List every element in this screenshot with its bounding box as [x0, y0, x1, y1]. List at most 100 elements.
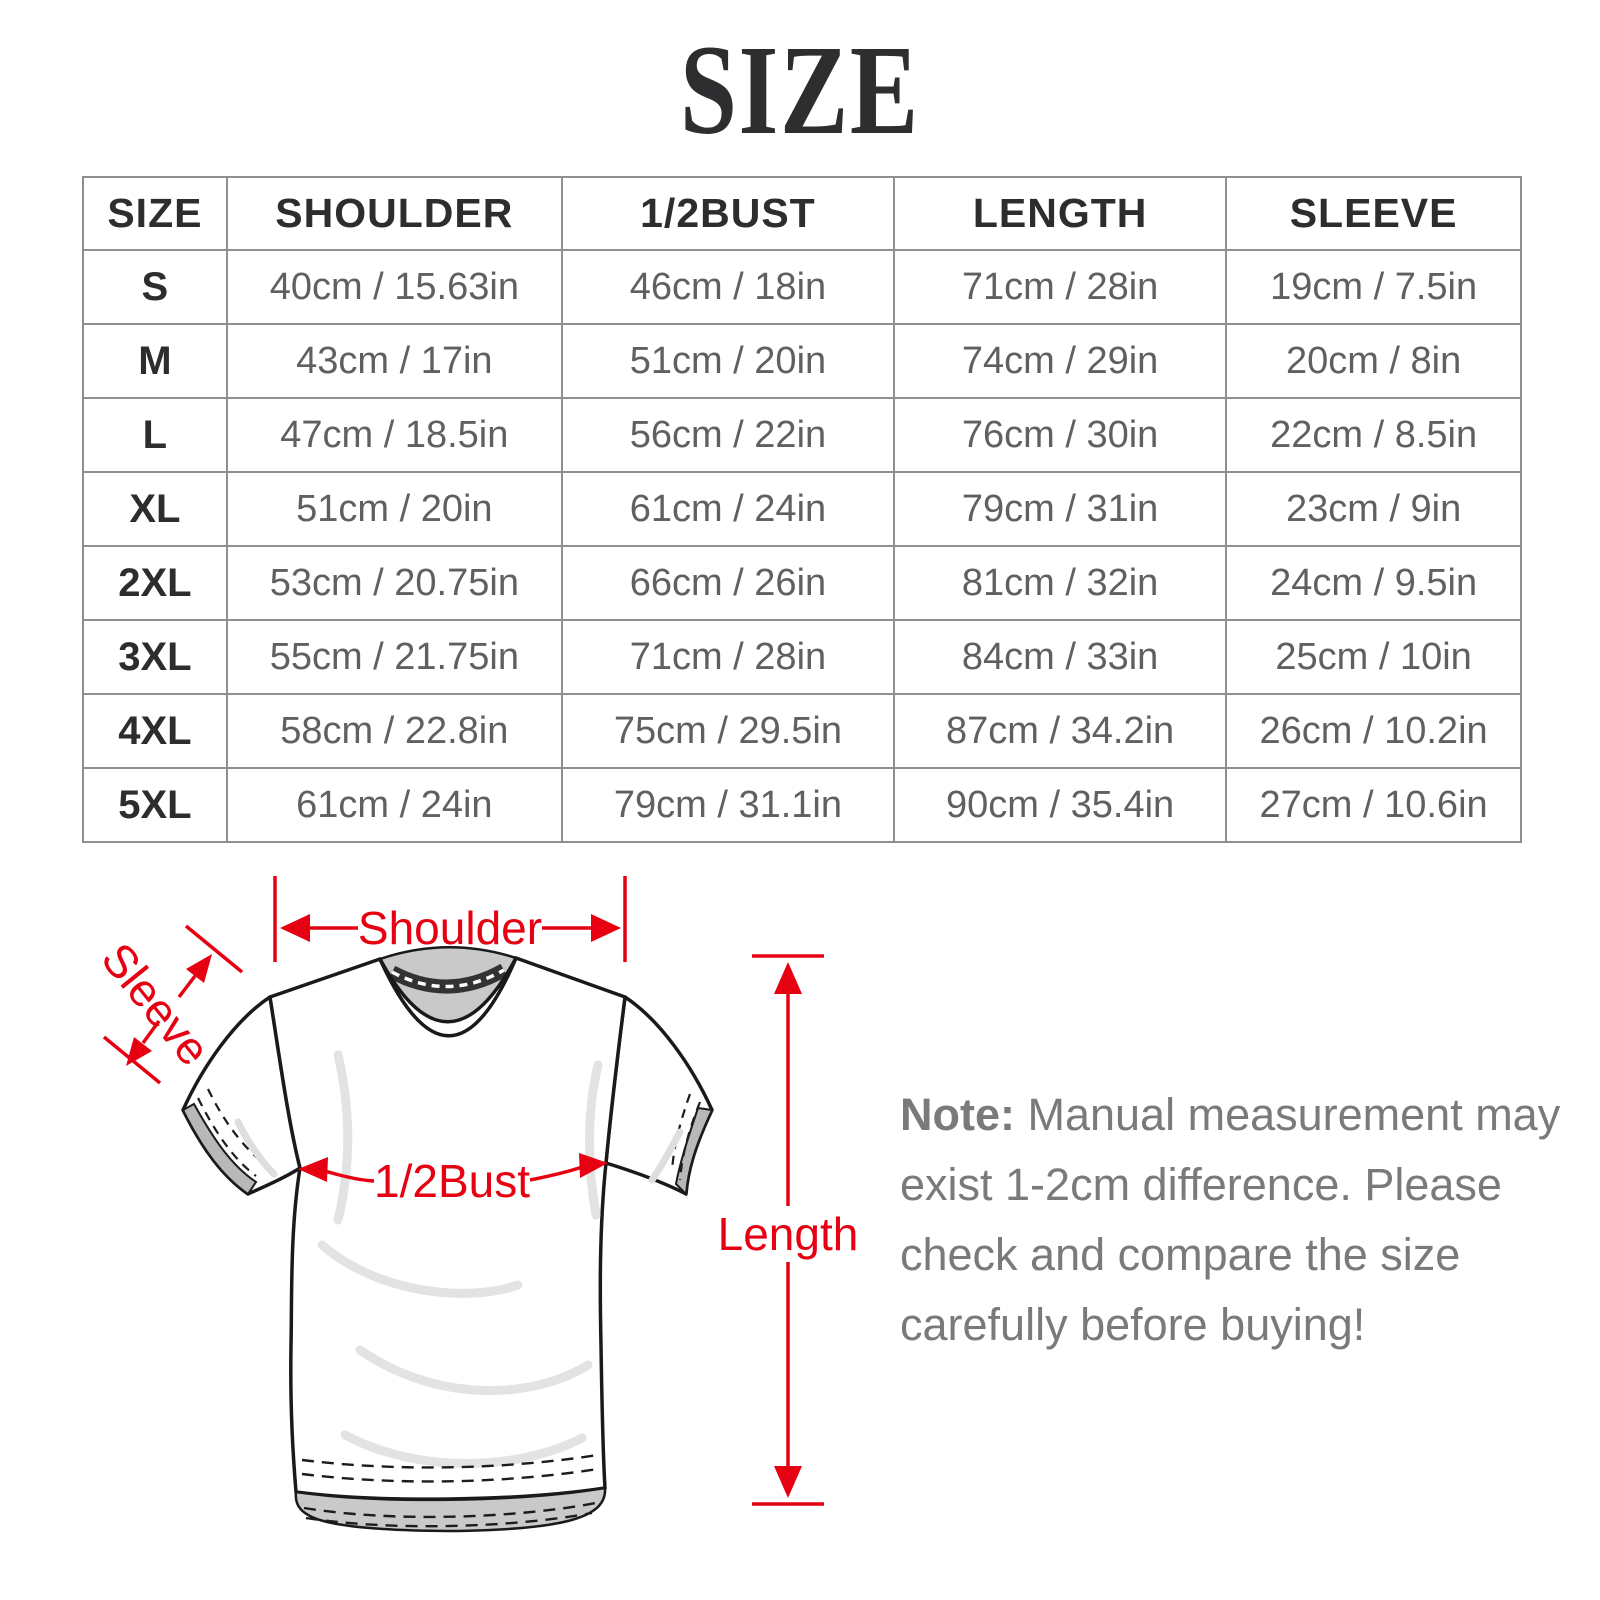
bust-arrow-line: [324, 1169, 375, 1183]
shoulder-value-cell: 51cm / 20in: [225, 471, 563, 547]
shoulder-value-cell: 61cm / 24in: [225, 767, 563, 843]
table-row: XL 51cm / 20in 61cm / 24in 79cm / 31in 2…: [82, 471, 1522, 547]
sleeve-value-cell: 27cm / 10.6in: [1225, 767, 1522, 843]
shoulder-value-cell: 55cm / 21.75in: [225, 619, 563, 695]
shoulder-measure: Shoulder: [273, 876, 627, 962]
bust-value-cell: 56cm / 22in: [560, 397, 896, 473]
tshirt-body: [268, 956, 627, 1501]
right-cuff-stitching: [670, 1093, 692, 1171]
bust-value-cell: 66cm / 26in: [560, 545, 896, 621]
shoulder-measure-label: Shoulder: [358, 902, 542, 954]
length-value-cell: 79cm / 31in: [893, 471, 1228, 547]
bust-arrow-line: [529, 1165, 583, 1182]
sleeve-measure-label: Sleeve: [92, 933, 221, 1075]
length-value-cell: 84cm / 33in: [893, 619, 1228, 695]
bust-value-cell: 75cm / 29.5in: [560, 693, 896, 769]
note-line: carefully before buying!: [900, 1299, 1366, 1350]
sleeve-value-cell: 25cm / 10in: [1225, 619, 1522, 695]
tshirt-measurement-diagram: Shoulder Sleeve 1/2Bust Length: [92, 876, 859, 1533]
sleeve-value-cell: 20cm / 8in: [1225, 323, 1522, 399]
shoulder-arrowhead-right: [591, 914, 621, 942]
table-row: 2XL 53cm / 20.75in 66cm / 26in 81cm / 32…: [82, 545, 1522, 621]
fabric-fold: [333, 1050, 353, 1225]
note-line: check and compare the size: [900, 1229, 1461, 1280]
size-cell: XL: [82, 471, 228, 547]
bust-value-cell: 61cm / 24in: [560, 471, 896, 547]
tshirt-illustration: [181, 946, 714, 1533]
sleeve-tick-top: [184, 924, 244, 974]
fabric-fold: [234, 1118, 278, 1178]
shoulder-value-cell: 43cm / 17in: [225, 323, 563, 399]
note-line: exist 1-2cm difference. Please: [900, 1159, 1502, 1210]
length-value-cell: 76cm / 30in: [893, 397, 1228, 473]
bust-measure-label: 1/2Bust: [374, 1155, 530, 1207]
sleeve-value-cell: 19cm / 7.5in: [1225, 249, 1522, 325]
collar-band: [378, 956, 518, 1038]
bust-value-cell: 51cm / 20in: [560, 323, 896, 399]
bust-measure: 1/2Bust: [298, 1153, 608, 1207]
size-cell: 4XL: [82, 693, 228, 769]
shoulder-value-cell: 40cm / 15.63in: [225, 249, 563, 325]
fabric-fold: [585, 1060, 603, 1220]
bust-arrowhead-left: [298, 1157, 328, 1182]
tshirt-right-cuff: [674, 1106, 714, 1197]
length-value-cell: 87cm / 34.2in: [893, 693, 1228, 769]
column-header-bust: 1/2BUST: [560, 176, 896, 251]
hem-stitching: [305, 1511, 593, 1528]
table-row: 3XL 55cm / 21.75in 71cm / 28in 84cm / 33…: [82, 619, 1522, 695]
fabric-fold: [648, 1128, 684, 1184]
hem-stitching: [301, 1467, 599, 1483]
size-cell: 5XL: [82, 767, 228, 843]
sleeve-arrow-line: [141, 1019, 161, 1045]
size-cell: M: [82, 323, 228, 399]
fabric-fold: [355, 1345, 593, 1395]
sleeve-value-cell: 23cm / 9in: [1225, 471, 1522, 547]
tshirt-left-cuff: [181, 1102, 258, 1196]
bust-arrowhead-right: [579, 1153, 608, 1178]
sleeve-arrow-line: [177, 974, 197, 999]
sleeve-arrowhead-top: [186, 954, 212, 983]
column-header-size: SIZE: [82, 176, 228, 251]
fabric-fold: [340, 1430, 587, 1468]
note-line: Note: Manual measurement may: [900, 1080, 1560, 1150]
length-measure-label: Length: [718, 1208, 859, 1260]
note-text: Manual measurement may: [1014, 1089, 1561, 1140]
sleeve-value-cell: 26cm / 10.2in: [1225, 693, 1522, 769]
table-row: L 47cm / 18.5in 56cm / 22in 76cm / 30in …: [82, 397, 1522, 473]
measurement-note: Note: Manual measurement may exist 1-2cm…: [900, 1080, 1560, 1360]
shoulder-arrowhead-left: [280, 914, 310, 942]
shoulder-value-cell: 53cm / 20.75in: [225, 545, 563, 621]
table-row: 5XL 61cm / 24in 79cm / 31.1in 90cm / 35.…: [82, 767, 1522, 843]
length-value-cell: 81cm / 32in: [893, 545, 1228, 621]
hem-stitching: [301, 1453, 599, 1469]
bust-value-cell: 79cm / 31.1in: [560, 767, 896, 843]
size-table: SIZE SHOULDER 1/2BUST LENGTH SLEEVE S 40…: [82, 176, 1522, 843]
page-title-text: SIZE: [680, 19, 920, 161]
page-title: SIZE: [0, 26, 1600, 154]
table-row: 4XL 58cm / 22.8in 75cm / 29.5in 87cm / 3…: [82, 693, 1522, 769]
table-row: M 43cm / 17in 51cm / 20in 74cm / 29in 20…: [82, 323, 1522, 399]
length-arrowhead-down: [774, 1466, 802, 1498]
size-table-body: S 40cm / 15.63in 46cm / 18in 71cm / 28in…: [82, 249, 1522, 843]
sleeve-arrowhead-bottom: [126, 1037, 152, 1066]
column-header-length: LENGTH: [893, 176, 1228, 251]
length-value-cell: 90cm / 35.4in: [893, 767, 1228, 843]
bust-value-cell: 46cm / 18in: [560, 249, 896, 325]
sleeve-value-cell: 24cm / 9.5in: [1225, 545, 1522, 621]
size-cell: S: [82, 249, 228, 325]
note-prefix: Note:: [900, 1089, 1015, 1140]
shoulder-value-cell: 58cm / 22.8in: [225, 693, 563, 769]
size-cell: 2XL: [82, 545, 228, 621]
shoulder-value-cell: 47cm / 18.5in: [225, 397, 563, 473]
table-row: S 40cm / 15.63in 46cm / 18in 71cm / 28in…: [82, 249, 1522, 325]
sleeve-value-cell: 22cm / 8.5in: [1225, 397, 1522, 473]
length-arrowhead-up: [774, 962, 802, 994]
fabric-fold: [317, 1240, 523, 1298]
length-value-cell: 71cm / 28in: [893, 249, 1228, 325]
column-header-sleeve: SLEEVE: [1225, 176, 1522, 251]
hem-stitching: [303, 1501, 597, 1519]
table-header-row: SIZE SHOULDER 1/2BUST LENGTH SLEEVE: [82, 176, 1522, 251]
size-cell: 3XL: [82, 619, 228, 695]
left-cuff-stitching: [197, 1097, 257, 1177]
size-cell: L: [82, 397, 228, 473]
